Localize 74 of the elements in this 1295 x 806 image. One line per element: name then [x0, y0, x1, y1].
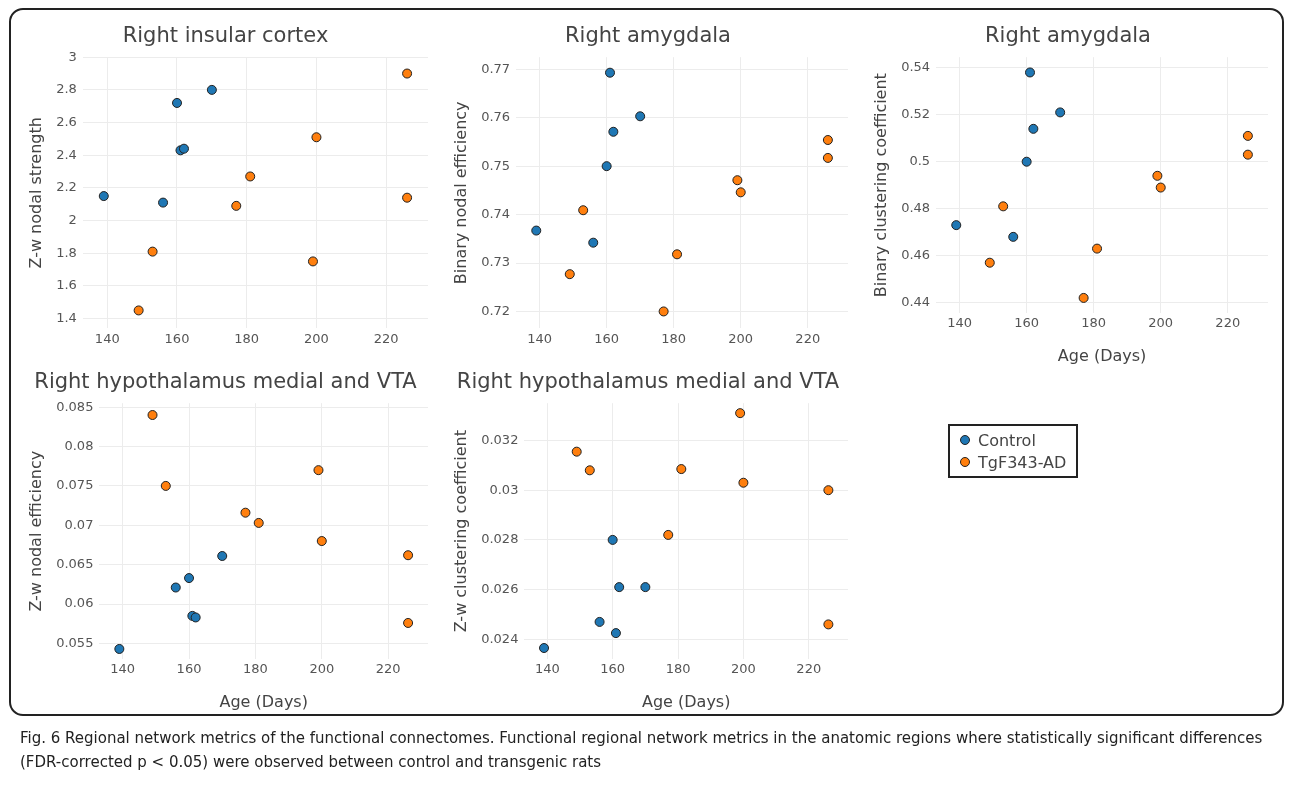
x-tick-label: 160	[1014, 315, 1040, 331]
y-tick-label: 0.5	[909, 153, 931, 169]
x-tick-label: 140	[527, 330, 553, 346]
x-tick-label: 220	[1215, 315, 1241, 331]
y-tick-label: 0.08	[64, 437, 94, 453]
x-tick-label: 220	[795, 330, 821, 346]
x-tick-label: 180	[665, 661, 691, 677]
y-tick-label: 0.085	[56, 398, 94, 414]
y-tick-label: 0.032	[481, 431, 519, 447]
y-tick-label: 1.8	[56, 244, 77, 260]
x-axis-title: Age (Days)	[1057, 345, 1147, 365]
y-tick-label: 0.44	[901, 294, 931, 310]
y-tick-label: 0.075	[56, 477, 94, 493]
x-tick-label: 200	[728, 330, 754, 346]
x-tick-label: 200	[309, 661, 335, 677]
legend-label: TgF343-AD	[978, 452, 1067, 472]
y-tick-label: 2.4	[56, 146, 77, 162]
y-tick-label: 0.055	[56, 634, 94, 650]
x-tick-label: 220	[375, 661, 401, 677]
y-tick-label: 2.6	[56, 113, 77, 129]
x-tick-label: 160	[600, 661, 626, 677]
x-tick-label: 180	[1081, 315, 1107, 331]
x-axis-title: Age (Days)	[641, 691, 731, 711]
y-axis-title: Binary nodal efficiency	[450, 101, 470, 285]
x-tick-label: 140	[94, 330, 120, 346]
x-tick-label: 160	[176, 661, 202, 677]
x-tick-label: 180	[234, 330, 260, 346]
y-tick-label: 0.06	[64, 595, 94, 611]
y-tick-label: 3	[68, 48, 77, 64]
x-tick-label: 200	[1148, 315, 1174, 331]
legend-label: Control	[978, 430, 1036, 450]
y-tick-label: 0.026	[481, 580, 519, 596]
x-tick-label: 160	[594, 330, 620, 346]
x-tick-label: 160	[164, 330, 190, 346]
y-tick-label: 0.07	[64, 516, 94, 532]
y-tick-label: 2	[68, 211, 77, 227]
x-tick-label: 180	[243, 661, 268, 677]
y-tick-label: 0.52	[901, 106, 931, 122]
y-tick-label: 0.77	[481, 60, 511, 76]
x-tick-label: 140	[534, 661, 560, 677]
y-tick-label: 2.2	[56, 179, 77, 195]
y-tick-label: 0.024	[481, 630, 519, 646]
y-tick-label: 1.4	[56, 309, 77, 325]
y-axis-title: Binary clustering coefficient	[870, 73, 890, 298]
y-tick-label: 0.46	[901, 247, 931, 263]
y-tick-label: 0.72	[481, 302, 511, 318]
caption: Fig. 6 Regional network metrics of the functional connectomes. Functional regional network metrics in the anatomic regions where statistically significant differences (FDR-corrected p < 0.05) were observed between control and transgenic rats	[20, 728, 1264, 773]
x-tick-label: 200	[730, 661, 756, 677]
x-tick-label: 180	[661, 330, 687, 346]
y-tick-label: 0.75	[481, 157, 511, 173]
y-tick-label: 0.73	[481, 254, 511, 270]
y-tick-label: 0.065	[56, 556, 94, 572]
y-tick-label: 0.03	[489, 481, 519, 497]
y-tick-label: 1.6	[56, 277, 77, 293]
chart-title: Right amygdala	[985, 23, 1151, 48]
y-tick-label: 0.48	[901, 200, 931, 216]
y-tick-label: 0.54	[901, 59, 931, 75]
x-tick-label: 200	[304, 330, 329, 346]
x-tick-label: 220	[373, 330, 399, 346]
y-tick-label: 0.028	[481, 531, 519, 547]
y-axis-title: Z-w nodal strength	[25, 117, 45, 269]
chart-title: Right amygdala	[565, 23, 731, 48]
chart-title: Right insular cortex	[122, 23, 329, 48]
x-axis-title: Age (Days)	[219, 691, 308, 711]
y-tick-label: 0.76	[481, 109, 511, 125]
x-tick-label: 220	[796, 661, 822, 677]
y-axis-title: Z-w nodal efficiency	[25, 450, 45, 612]
x-tick-label: 140	[110, 661, 136, 677]
chart-title: Right hypothalamus medial and VTA	[456, 369, 840, 394]
x-tick-label: 140	[947, 315, 973, 331]
y-axis-title: Z-w clustering coefficient	[450, 430, 470, 633]
y-tick-label: 2.8	[56, 81, 77, 97]
y-tick-label: 0.74	[481, 205, 511, 221]
chart-title: Right hypothalamus medial and VTA	[34, 369, 418, 394]
